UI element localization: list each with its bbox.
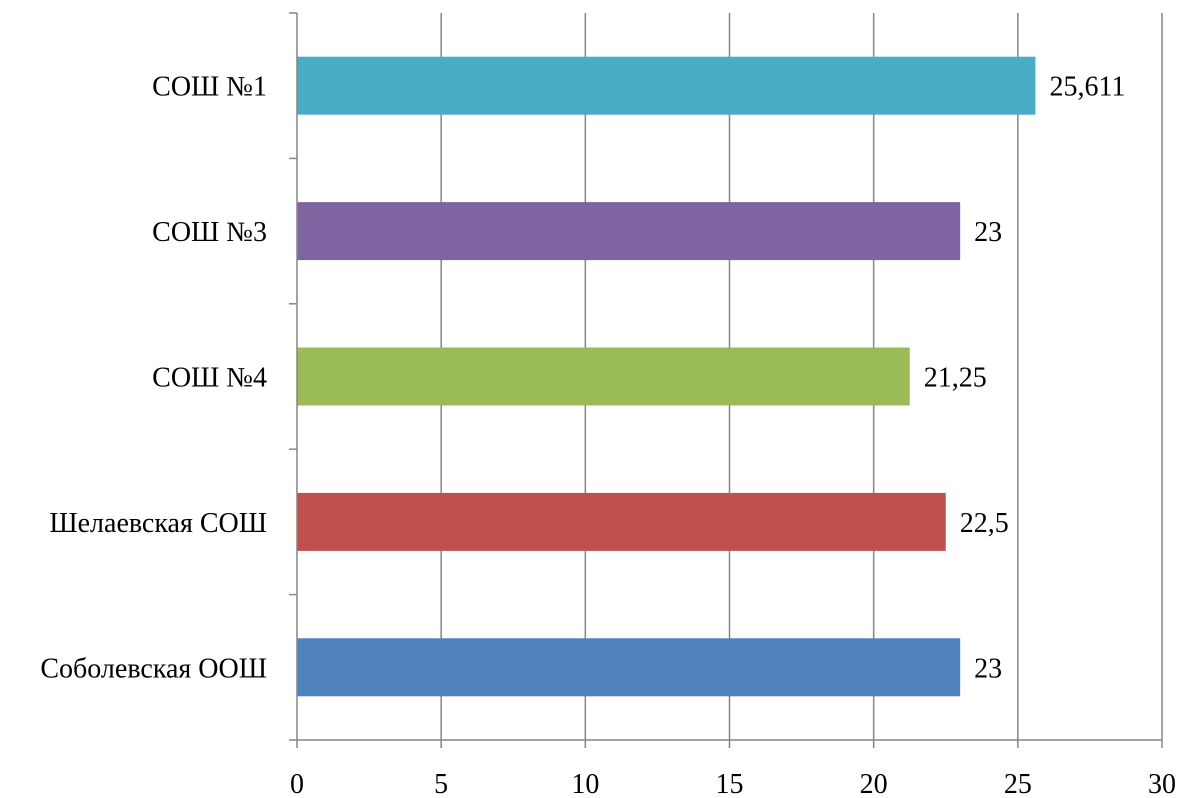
bars [297, 56, 1036, 697]
bar [297, 56, 1036, 115]
x-tick-label: 10 [571, 769, 599, 798]
x-tick-label: 25 [1004, 769, 1032, 798]
bar [297, 638, 961, 697]
bar [297, 347, 910, 406]
data-label: 22,5 [960, 508, 1009, 539]
labels: СОШ №1 25,611 СОШ №3 23 СОШ №4 21,25 Шелаевска… [40, 72, 1176, 798]
x-tick-label: 15 [716, 769, 744, 798]
data-label: 23 [974, 217, 1002, 248]
x-tick-label: 5 [434, 769, 448, 798]
bar [297, 492, 946, 551]
x-tick-label: 20 [860, 769, 888, 798]
category-label: СОШ №3 [152, 217, 267, 248]
category-label: Шелаевская СОШ [49, 508, 267, 539]
x-tick-label: 0 [290, 769, 304, 798]
category-label: СОШ №4 [152, 363, 267, 394]
category-label: СОШ №1 [152, 72, 267, 103]
x-tick-label: 30 [1148, 769, 1176, 798]
category-label: Соболевская ООШ [40, 653, 267, 684]
bar [297, 202, 961, 261]
data-label: 21,25 [924, 363, 987, 394]
axes [289, 12, 1163, 748]
data-label: 25,611 [1049, 72, 1125, 103]
data-label: 23 [974, 653, 1002, 684]
